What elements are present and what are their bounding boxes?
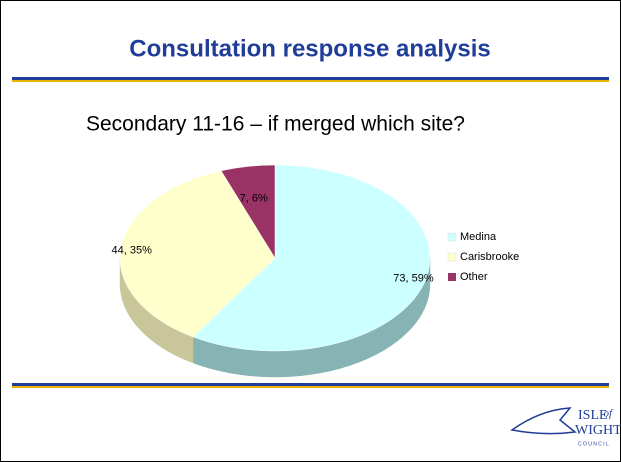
rule-blue-bottom bbox=[12, 383, 609, 386]
legend: Medina Carisbrooke Other bbox=[447, 231, 519, 283]
subtitle: Secondary 11-16 – if merged which site? bbox=[86, 113, 465, 136]
legend-label: Carisbrooke bbox=[460, 251, 519, 263]
legend-label: Medina bbox=[460, 231, 497, 243]
pie-slice bbox=[192, 164, 431, 352]
rule-blue bbox=[12, 77, 609, 80]
data-label: 7, 6% bbox=[240, 193, 268, 205]
legend-swatch bbox=[447, 252, 457, 262]
logo: ISLE of WIGHT C O U N C I L bbox=[510, 407, 621, 447]
logo-council: C O U N C I L bbox=[578, 441, 609, 447]
logo-isle: ISLE bbox=[578, 408, 608, 423]
logo-wight: WIGHT bbox=[575, 423, 621, 438]
pie-slice bbox=[119, 170, 276, 338]
logo-shape bbox=[510, 407, 577, 435]
legend-swatch bbox=[447, 232, 457, 242]
title: Consultation response analysis bbox=[129, 35, 490, 62]
rule-yellow bbox=[12, 80, 609, 82]
data-label: 44, 35% bbox=[112, 244, 153, 256]
legend-label: Other bbox=[460, 271, 488, 283]
logo-of: of bbox=[603, 408, 614, 420]
pie-slice bbox=[220, 164, 276, 259]
data-label: 73, 59% bbox=[393, 272, 434, 284]
legend-swatch bbox=[448, 273, 456, 281]
pie: 73, 59% 44, 35% 7, 6% bbox=[112, 164, 434, 378]
rule-yellow-bottom bbox=[12, 386, 609, 388]
